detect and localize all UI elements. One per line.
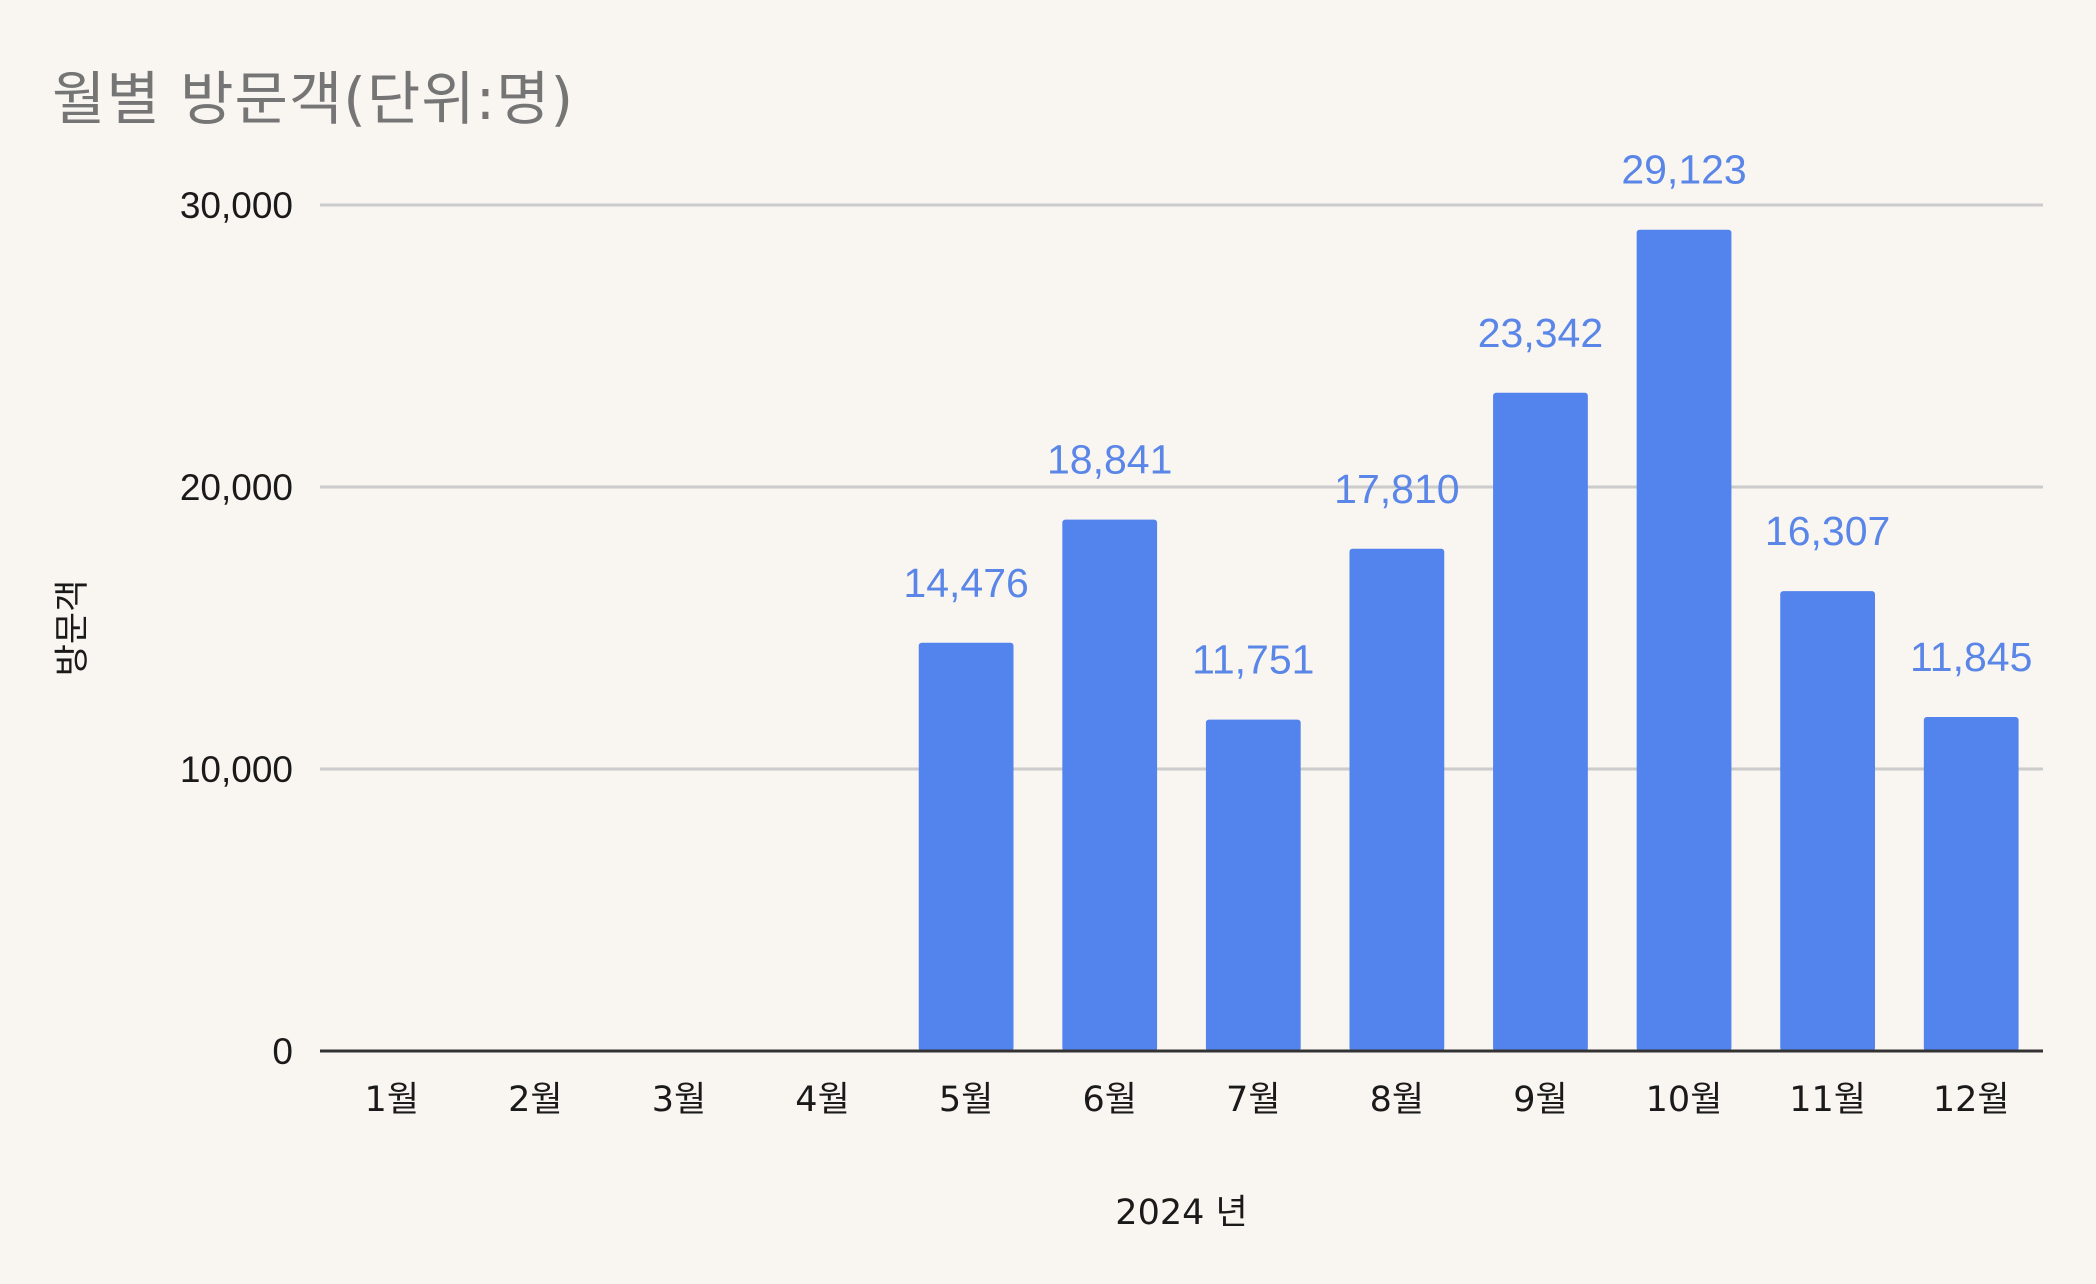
x-tick-label: 11월	[1789, 1080, 1866, 1120]
data-label: 16,307	[1765, 508, 1890, 554]
y-tick-label: 10,000	[180, 749, 293, 790]
bar	[1780, 591, 1876, 1051]
y-axis-title: 방문객	[53, 580, 93, 677]
bar	[1349, 548, 1445, 1051]
data-label: 29,123	[1621, 147, 1746, 193]
data-label: 17,810	[1334, 466, 1459, 512]
gridlines	[320, 203, 2043, 771]
x-axis-title: 2024 년	[1115, 1193, 1247, 1233]
data-label: 18,841	[1047, 437, 1172, 483]
bar	[1062, 519, 1158, 1051]
chart-title: 월별 방문객(단위:명)	[52, 65, 575, 133]
data-label: 23,342	[1478, 310, 1603, 356]
bar	[1636, 229, 1732, 1052]
x-tick-label: 8월	[1370, 1080, 1424, 1120]
y-tick-label: 30,000	[180, 185, 293, 226]
x-tick-label: 12월	[1933, 1080, 2010, 1120]
bars	[918, 229, 2019, 1052]
y-axis-ticks: 0 10,000 20,000 30,000	[180, 185, 293, 1072]
x-tick-label: 2월	[508, 1080, 562, 1120]
bar	[1493, 392, 1588, 1051]
x-tick-label: 7월	[1226, 1080, 1280, 1120]
x-tick-label: 1월	[365, 1080, 419, 1120]
data-label: 11,751	[1192, 637, 1314, 683]
y-tick-label: 20,000	[180, 467, 293, 508]
x-tick-label: 6월	[1082, 1080, 1136, 1120]
data-labels: 14,476 18,841 11,751 17,810 23,342 29,123 16,3…	[903, 147, 2032, 683]
x-tick-label: 4월	[795, 1080, 849, 1120]
x-tick-label: 5월	[939, 1080, 993, 1120]
x-tick-label: 9월	[1513, 1080, 1567, 1120]
data-label: 14,476	[903, 560, 1028, 606]
x-tick-label: 3월	[652, 1080, 706, 1120]
data-label: 11,845	[1910, 634, 2032, 680]
bar	[918, 642, 1014, 1051]
x-axis-ticks: 1월 2월 3월 4월 5월 6월 7월 8월 9월 10월 11월 12월	[365, 1080, 2010, 1120]
x-tick-label: 10월	[1646, 1080, 1723, 1120]
bar	[1205, 719, 1301, 1051]
y-tick-label: 0	[272, 1031, 293, 1072]
bar	[1923, 716, 2019, 1051]
